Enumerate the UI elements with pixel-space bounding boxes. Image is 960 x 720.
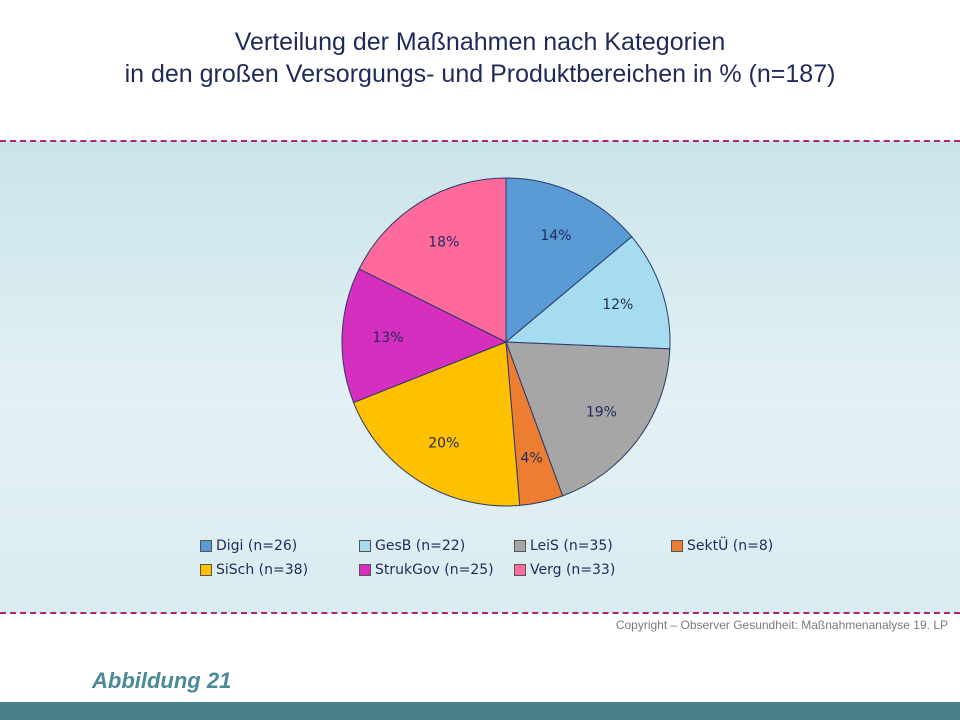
legend-swatch-verg — [514, 564, 526, 576]
legend-label-leis: LeiS (n=35) — [530, 538, 613, 554]
data-label-leis: 19% — [586, 405, 617, 421]
legend-item-leis: LeiS (n=35) — [514, 538, 613, 554]
pie-slice-gesb — [504, 235, 671, 350]
legend-row-1: Digi (n=26) GesB (n=22) LeiS (n=35) Sekt… — [200, 538, 900, 562]
chart-title-line-1: Verteilung der Maßnahmen nach Kategorien — [234, 28, 726, 56]
copyright-note: Copyright – Observer Gesundheit: Maßnahm… — [615, 618, 948, 632]
data-label-sektü: 4% — [520, 450, 542, 466]
pie-slice-sisch — [352, 341, 521, 507]
data-label-digi: 14% — [540, 228, 571, 244]
chart-title-line-2: in den großen Versorgungs- und Produktbe… — [124, 60, 836, 88]
pie-slice-verg — [358, 177, 507, 343]
legend-item-digi: Digi (n=26) — [200, 538, 297, 554]
legend-swatch-strukgov — [359, 564, 371, 576]
legend-swatch-gesb — [359, 540, 371, 552]
data-label-verg: 18% — [428, 235, 459, 251]
legend-label-sisch: SiSch (n=38) — [216, 562, 309, 578]
figure-label: Abbildung 21 — [92, 668, 232, 693]
legend-label-digi: Digi (n=26) — [216, 538, 298, 554]
data-label-strukgov: 13% — [372, 330, 403, 346]
legend-item-verg: Verg (n=33) — [514, 562, 615, 578]
legend-item-strukgov: StrukGov (n=25) — [359, 562, 494, 578]
legend-label-sektue: SektÜ (n=8) — [687, 538, 774, 554]
pie-slice-leis — [505, 341, 671, 497]
legend-label-verg: Verg (n=33) — [530, 562, 616, 578]
footer-bar — [0, 702, 960, 720]
top-divider — [0, 140, 960, 142]
pie-slice-digi — [505, 177, 633, 344]
bottom-divider — [0, 612, 960, 614]
data-label-sisch: 20% — [428, 435, 459, 451]
chart-legend: Digi (n=26) GesB (n=22) LeiS (n=35) Sekt… — [200, 538, 900, 586]
legend-item-gesb: GesB (n=22) — [359, 538, 465, 554]
pie-slice-strukgov — [341, 268, 508, 404]
legend-swatch-digi — [200, 540, 212, 552]
chart-title: Verteilung der Maßnahmen nach Kategorien… — [0, 26, 960, 90]
legend-swatch-sektue — [671, 540, 683, 552]
legend-label-strukgov: StrukGov (n=25) — [375, 562, 494, 578]
data-label-gesb: 12% — [602, 297, 633, 313]
legend-item-sektue: SektÜ (n=8) — [671, 538, 773, 554]
legend-item-sisch: SiSch (n=38) — [200, 562, 308, 578]
legend-swatch-sisch — [200, 564, 212, 576]
legend-label-gesb: GesB (n=22) — [375, 538, 466, 554]
legend-row-2: SiSch (n=38) StrukGov (n=25) Verg (n=33) — [200, 562, 900, 586]
legend-swatch-leis — [514, 540, 526, 552]
